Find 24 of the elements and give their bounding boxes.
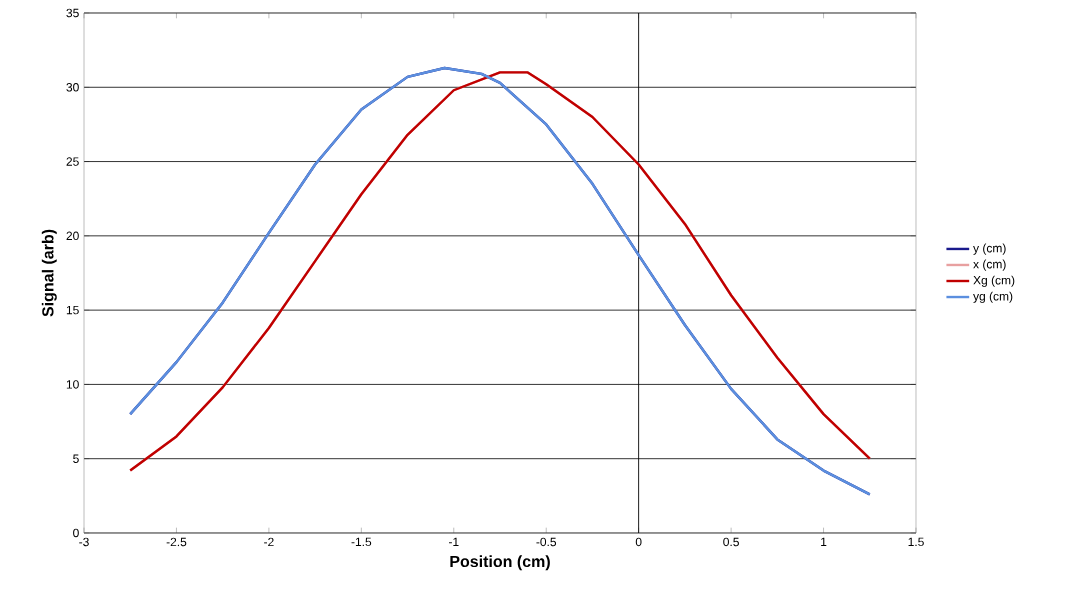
x-axis-title: Position (cm) — [450, 555, 550, 571]
x-tick-label: 1 — [821, 537, 827, 546]
y-tick-label: 10 — [66, 380, 79, 389]
y-tick-label: 0 — [73, 528, 79, 538]
y-axis-title: Signal (arb) — [41, 229, 57, 317]
x-tick-label: 0.5 — [723, 537, 739, 547]
x-tick-label: 0 — [635, 537, 642, 547]
x-tick-label: -2.5 — [166, 537, 187, 547]
y-tick-label: 5 — [73, 454, 79, 463]
y-tick-label: 30 — [66, 83, 79, 92]
y-tick-label: 35 — [66, 8, 79, 18]
y-tick-label: 20 — [66, 231, 79, 241]
x-tick-label: -0.5 — [536, 537, 557, 547]
legend-label: Xg (cm) — [973, 275, 1015, 287]
x-tick-label: -3 — [79, 537, 89, 547]
y-tick-label: 25 — [66, 157, 79, 166]
x-tick-label: -1 — [448, 537, 459, 546]
x-tick-label: -1.5 — [351, 537, 372, 547]
y-tick-label: 15 — [66, 305, 79, 315]
x-tick-label: -2 — [264, 537, 274, 547]
legend-label: x (cm) — [973, 259, 1006, 271]
x-tick-label: 1.5 — [908, 537, 924, 547]
legend-label: y (cm) — [973, 243, 1006, 255]
legend-label: yg (cm) — [973, 291, 1013, 303]
